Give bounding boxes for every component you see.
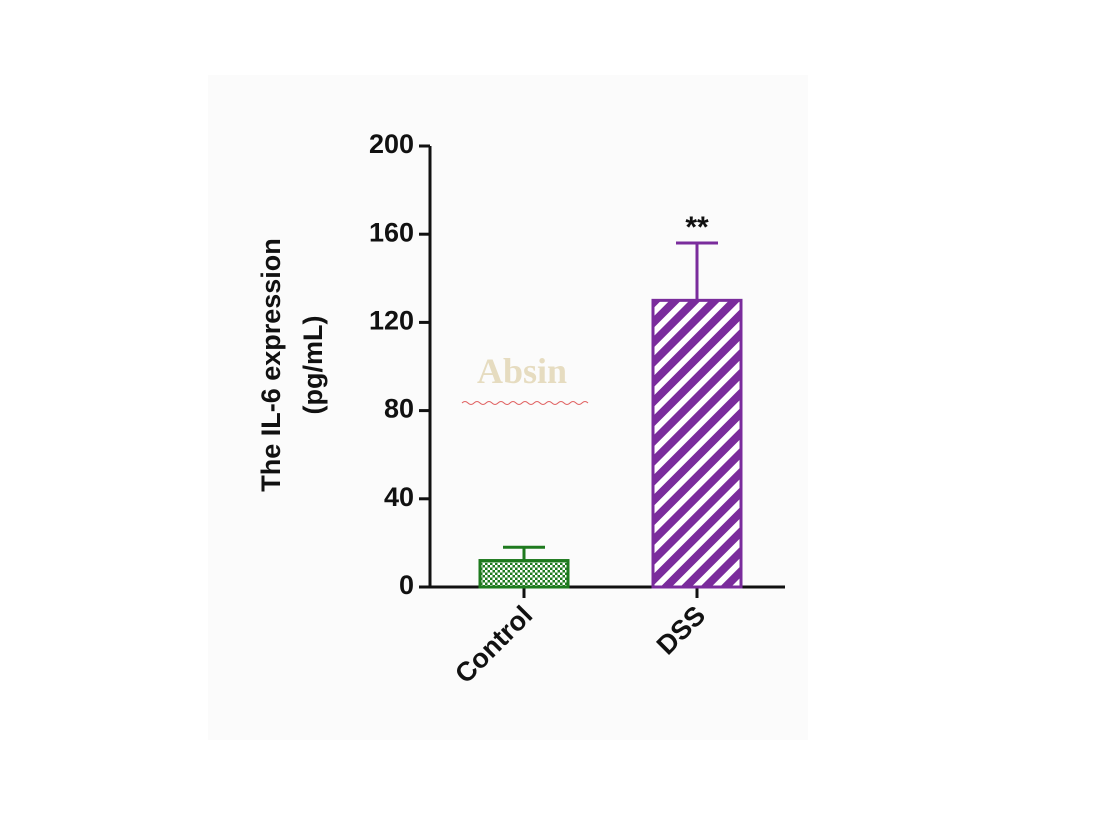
- y-tick-label: 120: [369, 306, 414, 336]
- watermark: Absin: [477, 351, 567, 391]
- bar: [651, 298, 743, 589]
- y-tick-label: 200: [369, 129, 414, 159]
- bar: [478, 559, 570, 589]
- y-tick-label: 160: [369, 217, 414, 247]
- watermark-underline: [461, 401, 589, 405]
- y-tick-label: 80: [384, 394, 414, 424]
- significance-label: **: [685, 211, 709, 244]
- y-tick-label: 0: [399, 570, 414, 600]
- y-tick-label: 40: [384, 482, 414, 512]
- y-axis-label: The IL-6 expression: [256, 238, 286, 492]
- y-axis-label: (pg/mL): [298, 316, 328, 415]
